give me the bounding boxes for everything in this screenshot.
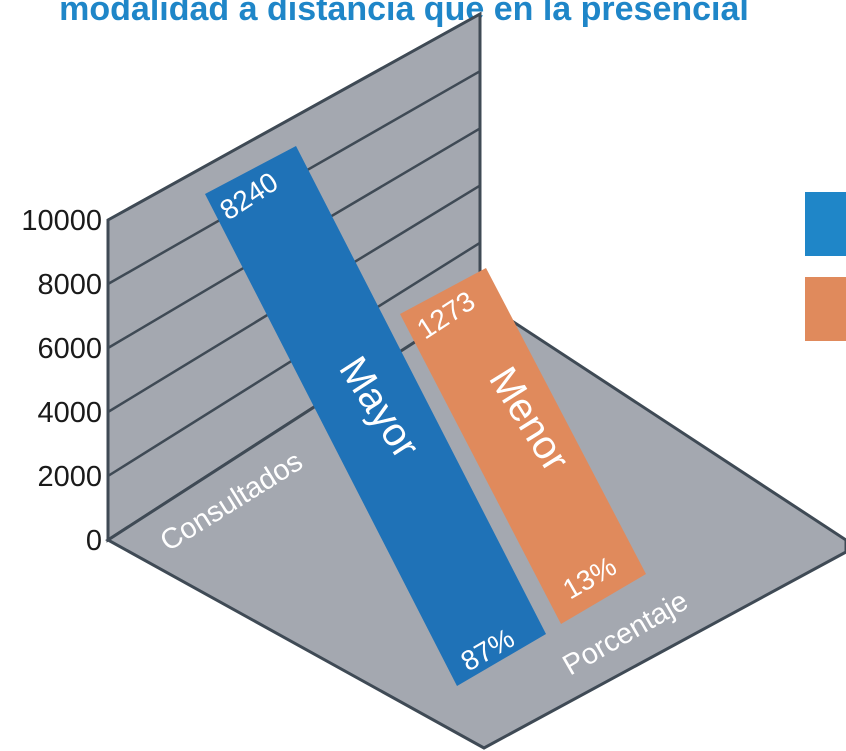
- legend-swatch: [805, 277, 846, 341]
- legend-swatch: [805, 192, 846, 256]
- y-tick-label: 0: [86, 525, 102, 557]
- y-tick-label: 6000: [37, 333, 102, 365]
- y-tick-label: 10000: [21, 205, 102, 237]
- legend: [805, 192, 846, 341]
- y-tick-label: 4000: [37, 397, 102, 429]
- gridline: [107, 12, 481, 222]
- y-tick-label: 2000: [37, 461, 102, 493]
- chart-title: modalidad a distancia que en la presenci…: [59, 0, 749, 28]
- bar-mayor: [205, 146, 546, 686]
- bar-menor: [400, 268, 646, 624]
- y-tick-label: 8000: [37, 269, 102, 301]
- y-axis-ticks: 0 2000 4000 6000 8000 10000: [21, 205, 102, 557]
